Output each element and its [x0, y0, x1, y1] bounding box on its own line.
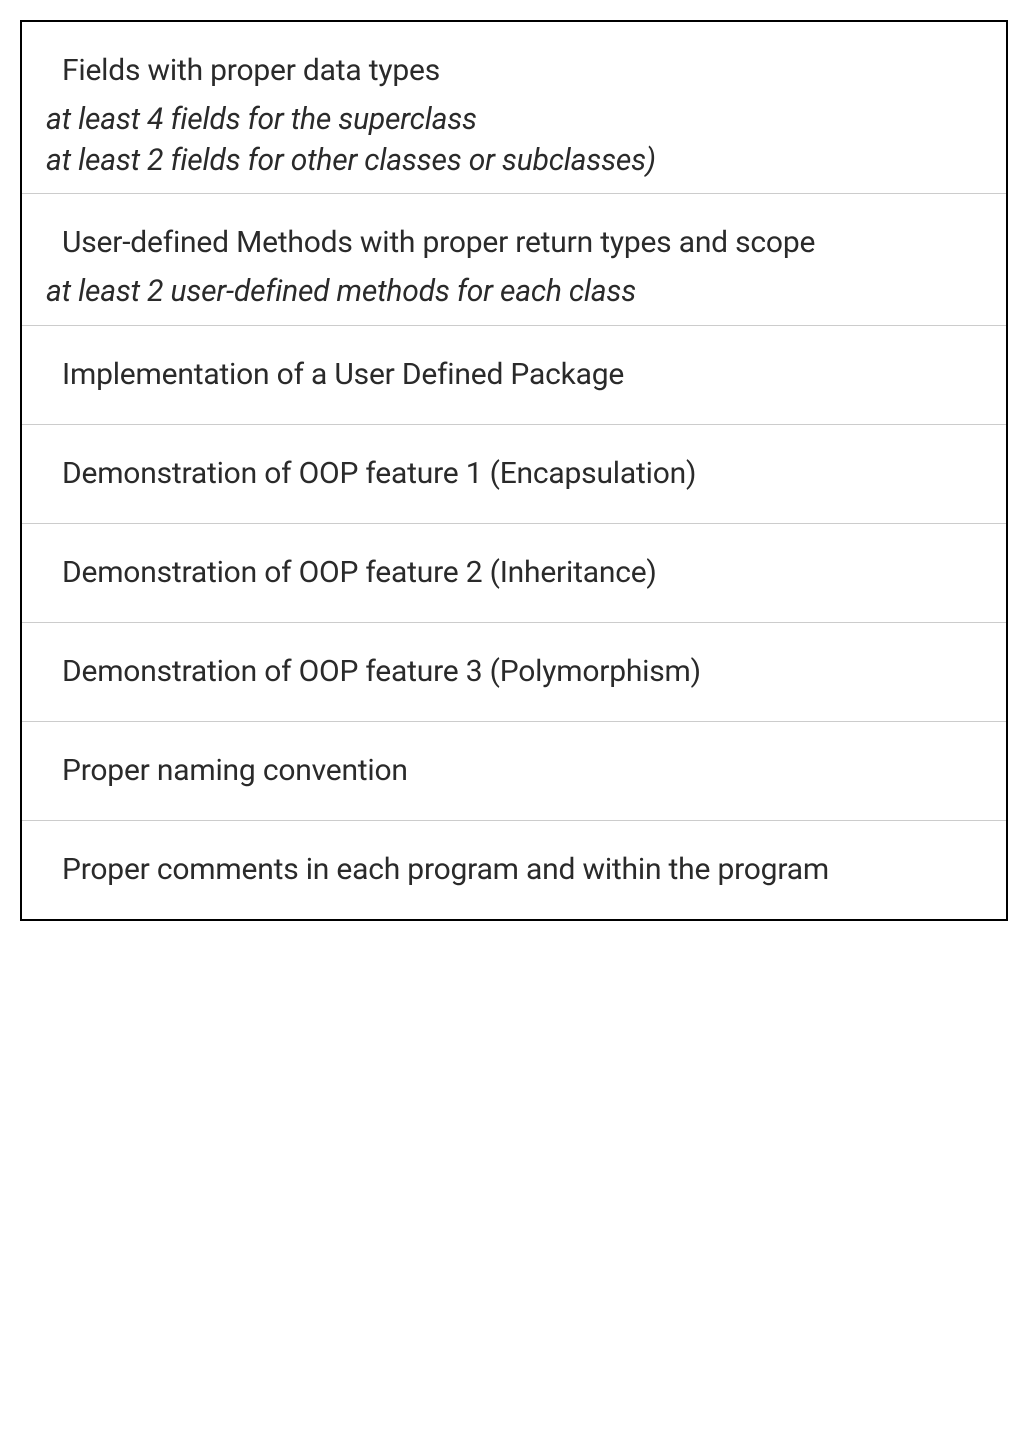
table-row: Fields with proper data types at least 4… [21, 21, 1007, 194]
table-row: Proper comments in each program and with… [21, 820, 1007, 920]
rubric-cell: Implementation of a User Defined Package [21, 325, 1007, 424]
rubric-title: Demonstration of OOP feature 2 (Inherita… [62, 552, 976, 594]
rubric-title: Demonstration of OOP feature 1 (Encapsul… [62, 453, 976, 495]
rubric-title: Implementation of a User Defined Package [62, 354, 976, 396]
rubric-subtitle: at least 2 user-defined methods for each… [46, 272, 976, 313]
subtitle-line: at least 2 user-defined methods for each… [46, 274, 636, 309]
table-row: Demonstration of OOP feature 2 (Inherita… [21, 523, 1007, 622]
rubric-title: Proper comments in each program and with… [62, 849, 976, 891]
subtitle-line: at least 2 fields for other classes or s… [46, 143, 656, 178]
rubric-table: Fields with proper data types at least 4… [20, 20, 1008, 921]
rubric-cell: User-defined Methods with proper return … [21, 194, 1007, 326]
rubric-cell: Fields with proper data types at least 4… [21, 21, 1007, 194]
table-row: Demonstration of OOP feature 1 (Encapsul… [21, 424, 1007, 523]
table-row: Demonstration of OOP feature 3 (Polymorp… [21, 622, 1007, 721]
rubric-cell: Demonstration of OOP feature 2 (Inherita… [21, 523, 1007, 622]
rubric-subtitle: at least 4 fields for the superclass at … [46, 100, 976, 181]
table-row: Proper naming convention [21, 721, 1007, 820]
table-row: User-defined Methods with proper return … [21, 194, 1007, 326]
rubric-title: Demonstration of OOP feature 3 (Polymorp… [62, 651, 976, 693]
table-row: Implementation of a User Defined Package [21, 325, 1007, 424]
rubric-cell: Demonstration of OOP feature 1 (Encapsul… [21, 424, 1007, 523]
rubric-title: Proper naming convention [62, 750, 976, 792]
rubric-cell: Proper comments in each program and with… [21, 820, 1007, 920]
rubric-cell: Demonstration of OOP feature 3 (Polymorp… [21, 622, 1007, 721]
rubric-title: User-defined Methods with proper return … [62, 222, 976, 264]
rubric-cell: Proper naming convention [21, 721, 1007, 820]
rubric-tbody: Fields with proper data types at least 4… [21, 21, 1007, 920]
rubric-title: Fields with proper data types [62, 50, 976, 92]
subtitle-line: at least 4 fields for the superclass [46, 102, 477, 137]
